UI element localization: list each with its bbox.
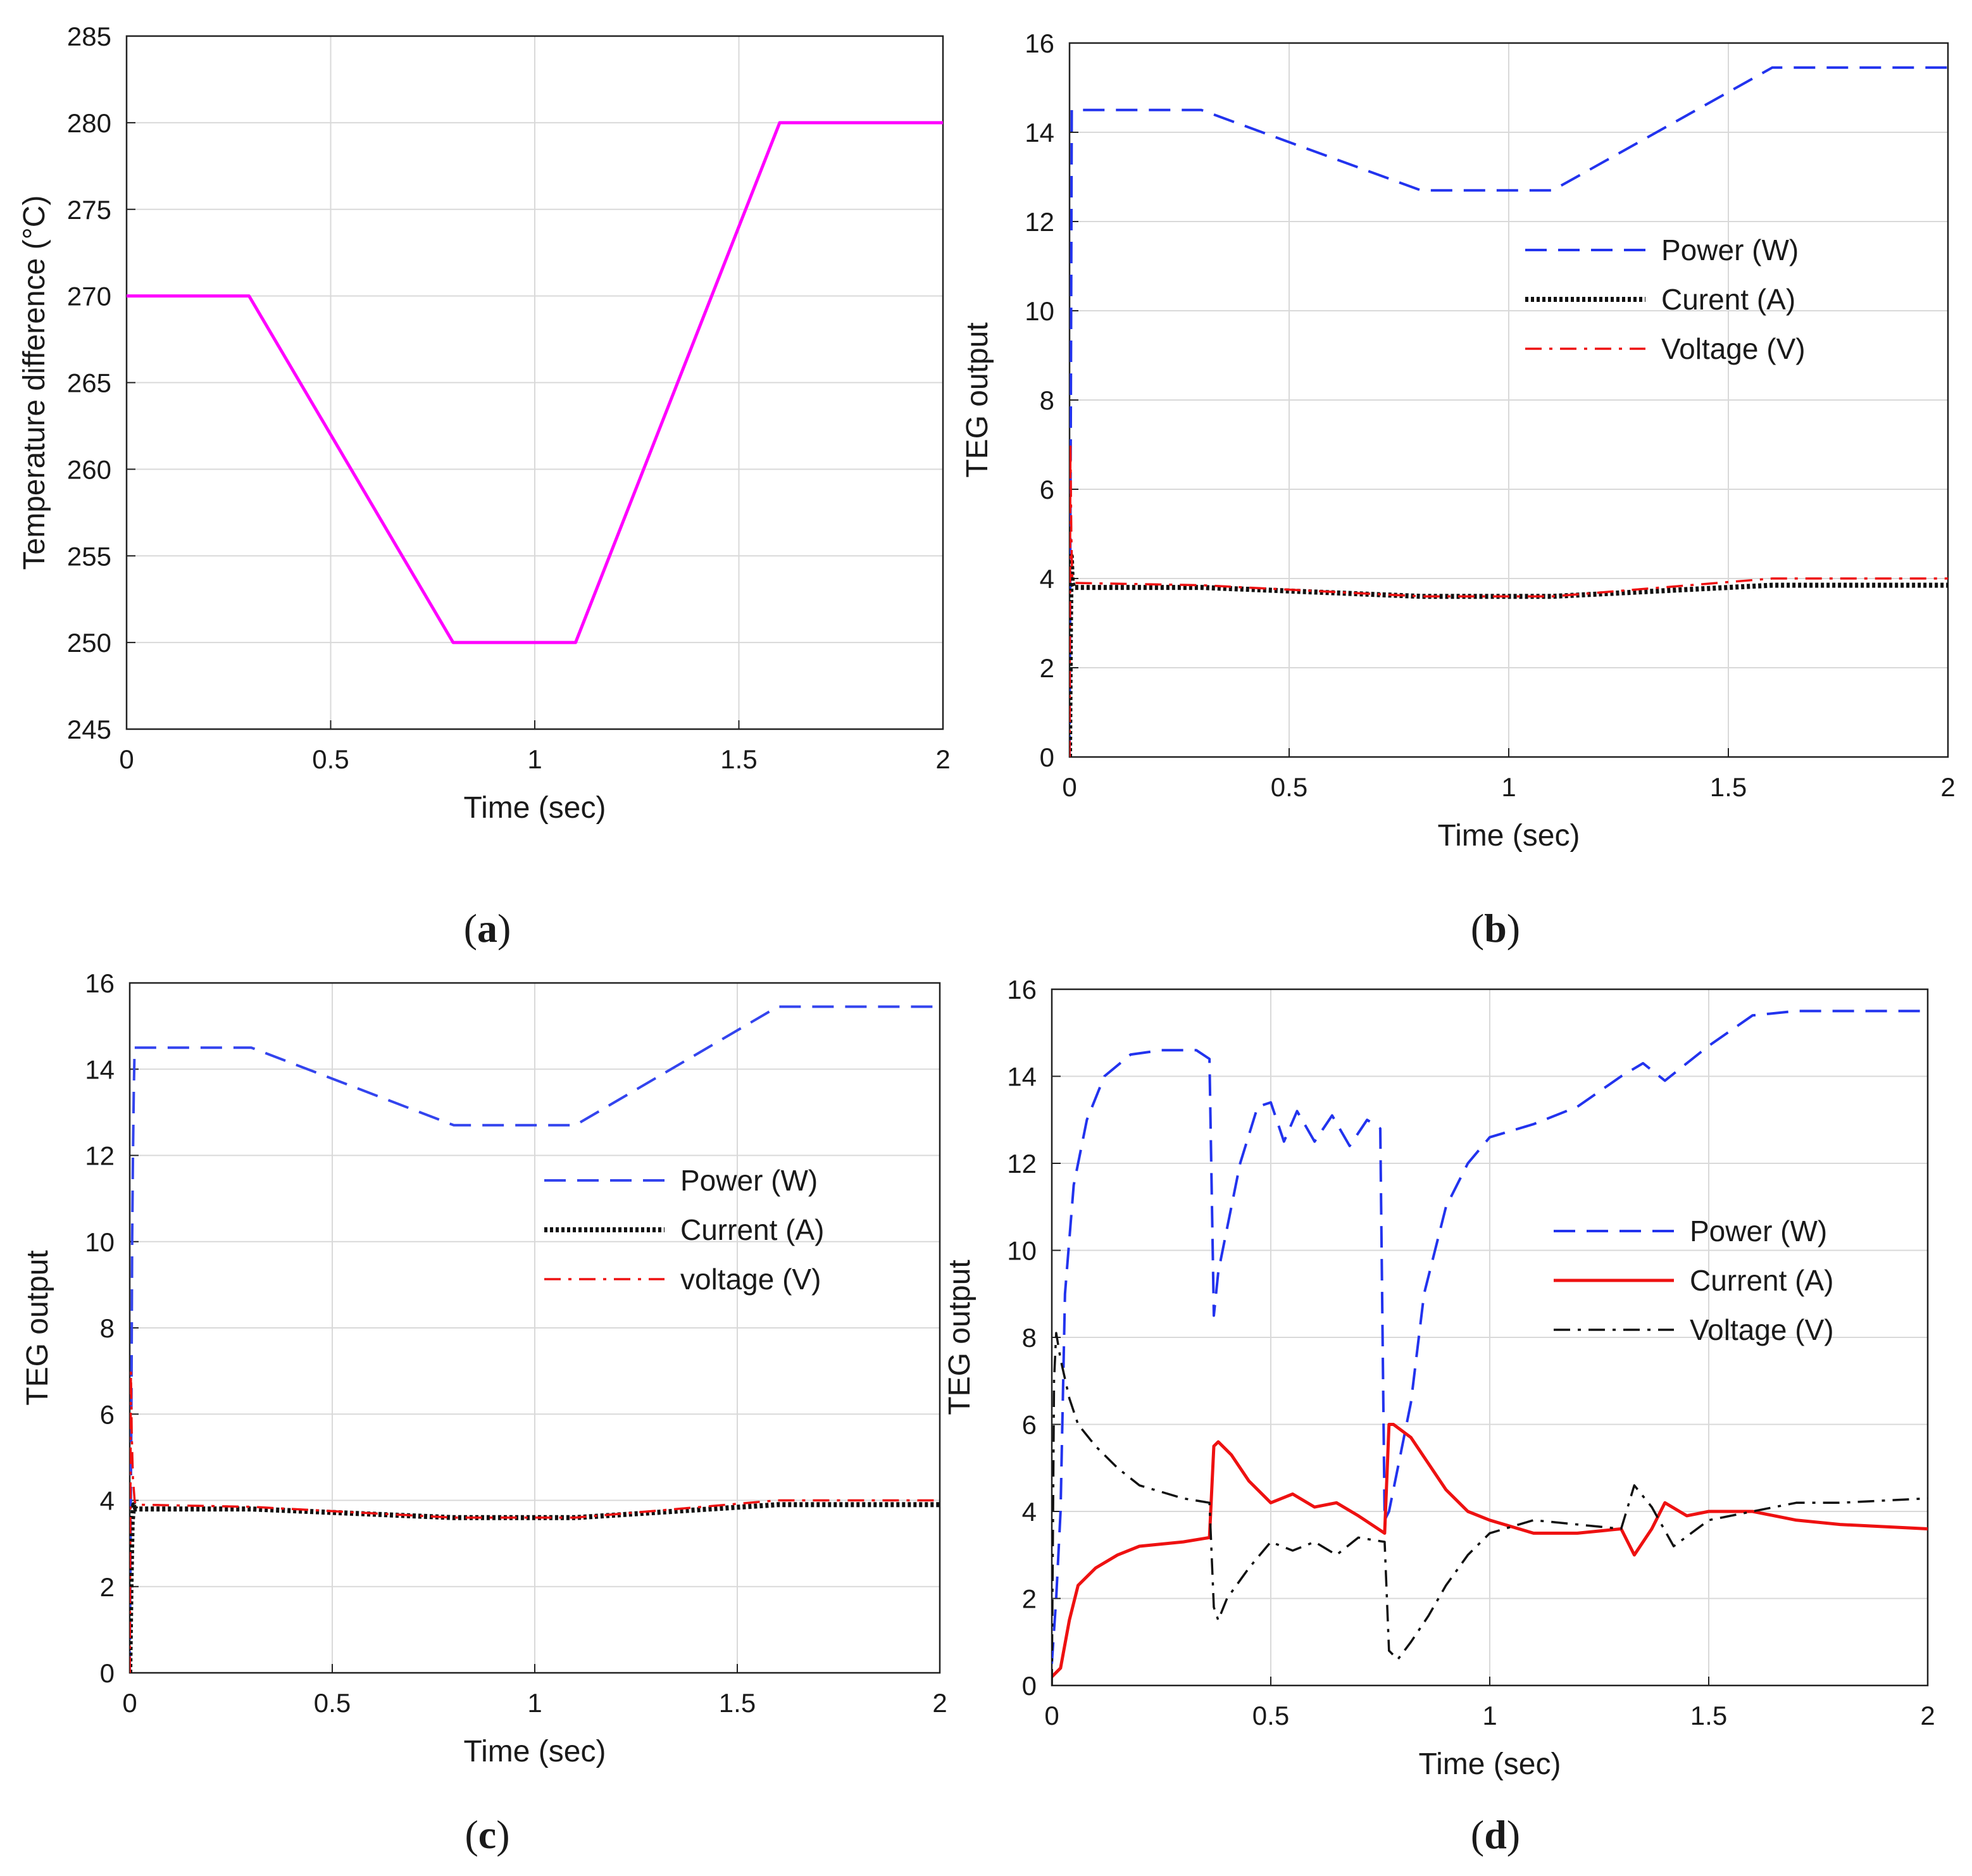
x-axis-label: Time (sec) — [464, 791, 606, 825]
y-tick-label: 14 — [1007, 1062, 1037, 1092]
y-tick-label: 260 — [67, 454, 111, 484]
x-tick-label: 0.5 — [1252, 1701, 1289, 1730]
x-axis-label: Time (sec) — [1419, 1748, 1561, 1781]
legend-label-3: Voltage (V) — [1690, 1313, 1834, 1346]
x-tick-label: 1 — [527, 1688, 542, 1718]
y-tick-label: 245 — [67, 715, 111, 744]
x-tick-label: 1.5 — [720, 744, 757, 774]
y-tick-label: 14 — [85, 1054, 115, 1084]
y-tick-label: 0 — [1022, 1671, 1037, 1701]
y-tick-label: 2 — [100, 1572, 115, 1602]
y-tick-label: 16 — [1007, 975, 1037, 1004]
caption-b-letter: b — [1484, 906, 1507, 951]
y-tick-label: 250 — [67, 628, 111, 658]
legend-label-3: voltage (V) — [680, 1263, 821, 1296]
x-tick-label: 1.5 — [1690, 1701, 1727, 1730]
y-tick-label: 6 — [1022, 1410, 1037, 1440]
x-tick-label: 0.5 — [314, 1688, 351, 1718]
y-tick-label: 8 — [100, 1313, 115, 1343]
y-tick-label: 4 — [1040, 564, 1054, 594]
y-tick-label: 6 — [100, 1399, 115, 1429]
panel-c: 0 0.5 1 1.5 2 0 2 4 6 8 10 12 14 16 Time (sec) TEG outp… — [21, 968, 947, 1768]
x-tick-label: 2 — [1920, 1701, 1935, 1730]
panel-d: 0 0.5 1 1.5 2 0 2 4 6 8 10 12 14 16 Time (sec) TEG outp… — [943, 975, 1935, 1781]
x-tick-label: 2 — [935, 744, 950, 774]
panel-a: 0 0.5 1 1.5 2 245 250 255 260 265 270 275 280 285 Time… — [18, 22, 951, 825]
panel-b: 0 0.5 1 1.5 2 0 2 4 6 8 10 12 14 16 Time (sec) TEG outp… — [961, 28, 1956, 853]
y-tick-label: 10 — [1007, 1236, 1037, 1266]
x-tick-label: 0 — [122, 1688, 137, 1718]
y-tick-label: 12 — [1025, 207, 1054, 237]
y-tick-label: 270 — [67, 282, 111, 311]
y-tick-label: 285 — [67, 22, 111, 51]
caption-a: (a) — [464, 906, 511, 951]
x-tick-label: 0 — [1044, 1701, 1059, 1730]
y-tick-label: 265 — [67, 368, 111, 398]
x-axis-label: Time (sec) — [464, 1735, 606, 1768]
caption-c-letter: c — [478, 1812, 496, 1857]
y-tick-label: 16 — [85, 968, 115, 998]
y-tick-label: 6 — [1040, 475, 1054, 504]
x-axis-label: Time (sec) — [1438, 819, 1580, 853]
x-tick-label: 1.5 — [1710, 772, 1747, 802]
legend-label-2: Current (A) — [1690, 1264, 1833, 1297]
x-tick-label: 2 — [932, 1688, 947, 1718]
legend-label-3: Voltage (V) — [1661, 332, 1806, 365]
figure: 0 0.5 1 1.5 2245250255260265270275280285Time… — [0, 0, 1972, 1876]
x-tick-label: 1 — [1501, 772, 1516, 802]
caption-a-letter: a — [477, 906, 497, 951]
y-tick-label: 255 — [67, 541, 111, 571]
x-tick-label: 0 — [1062, 772, 1076, 802]
y-tick-label: 275 — [67, 195, 111, 225]
legend-label-1: Power (W) — [680, 1164, 818, 1197]
legend-label-1: Power (W) — [1690, 1215, 1827, 1248]
caption-d: (d) — [1471, 1812, 1520, 1857]
y-tick-label: 0 — [1040, 742, 1054, 772]
x-tick-label: 1 — [527, 744, 542, 774]
y-tick-label: 4 — [1022, 1497, 1037, 1527]
y-tick-label: 12 — [85, 1141, 115, 1171]
legend-label-2: Curent (A) — [1661, 283, 1795, 316]
y-tick-label: 8 — [1040, 385, 1054, 415]
y-tick-label: 14 — [1025, 118, 1054, 147]
caption-d-letter: d — [1484, 1812, 1507, 1857]
caption-b: (b) — [1471, 906, 1520, 951]
y-tick-label: 8 — [1022, 1323, 1037, 1353]
caption-c: (c) — [465, 1812, 509, 1857]
x-tick-label: 2 — [1940, 772, 1955, 802]
y-tick-label: 10 — [1025, 296, 1054, 326]
y-axis-label: TEG output — [21, 1250, 54, 1405]
y-tick-label: 16 — [1025, 28, 1054, 58]
x-tick-label: 0.5 — [1271, 772, 1307, 802]
y-tick-label: 280 — [67, 108, 111, 138]
x-tick-label: 1.5 — [719, 1688, 756, 1718]
y-tick-label: 4 — [100, 1486, 115, 1516]
x-tick-label: 0.5 — [312, 744, 349, 774]
legend-label-2: Current (A) — [680, 1213, 824, 1246]
y-axis-label: TEG output — [961, 322, 994, 477]
x-tick-label: 1 — [1482, 1701, 1497, 1730]
y-axis-label: Temperature difference (°C) — [18, 196, 51, 570]
y-tick-label: 12 — [1007, 1149, 1037, 1179]
y-tick-label: 0 — [100, 1658, 115, 1688]
y-tick-label: 2 — [1040, 653, 1054, 683]
y-tick-label: 10 — [85, 1227, 115, 1257]
legend-label-1: Power (W) — [1661, 234, 1799, 266]
x-tick-label: 0 — [119, 744, 134, 774]
y-axis-label: TEG output — [943, 1260, 977, 1415]
y-tick-label: 2 — [1022, 1584, 1037, 1614]
